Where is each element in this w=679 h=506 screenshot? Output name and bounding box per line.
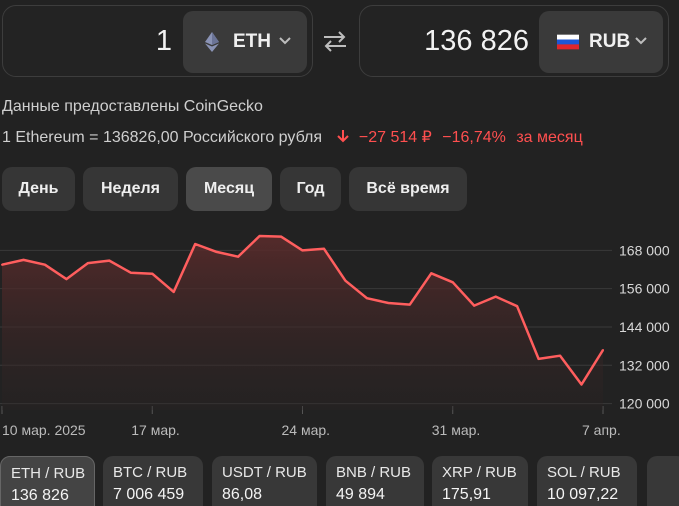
chevron-down-icon — [279, 37, 291, 45]
y-tick-label: 120 000 — [619, 396, 670, 412]
data-point — [344, 279, 347, 282]
ticker-pair: XRP / RUB — [442, 464, 517, 481]
data-point — [1, 263, 3, 266]
ticker-sol-rub[interactable]: SOL / RUB 10 097,22 — [537, 456, 637, 506]
from-amount-box[interactable]: 1 ETH — [2, 5, 313, 77]
price-area — [2, 236, 603, 410]
change-percent: −16,74% — [442, 129, 506, 146]
from-currency-select[interactable]: ETH — [183, 11, 307, 73]
to-amount-box[interactable]: 136 826 RUB — [359, 5, 669, 77]
to-amount-input[interactable]: 136 826 — [424, 25, 529, 57]
data-point — [537, 357, 540, 360]
arrow-down-icon — [337, 130, 350, 143]
x-tick-label: 10 мар. 2025 — [2, 422, 86, 438]
ticker-eth-rub[interactable]: ETH / RUB 136 826 — [0, 456, 95, 506]
y-tick-label: 132 000 — [619, 357, 670, 373]
data-point — [322, 247, 325, 250]
ticker-next-partial[interactable] — [647, 456, 679, 506]
data-point — [258, 234, 261, 237]
ticker-pair: ETH / RUB — [11, 465, 86, 482]
data-point — [430, 272, 433, 275]
from-currency-code: ETH — [233, 31, 271, 52]
ethereum-icon — [201, 31, 223, 53]
data-point — [451, 281, 454, 284]
to-currency-code: RUB — [589, 31, 631, 52]
ticker-pair: SOL / RUB — [547, 464, 621, 481]
ticker-price: 10 097,22 — [547, 486, 619, 503]
x-tick-label: 7 апр. — [582, 422, 621, 438]
tab-day[interactable]: День — [2, 167, 75, 211]
ticker-pair: BNB / RUB — [336, 464, 412, 481]
ticker-price: 7 006 459 — [113, 486, 185, 503]
ticker-bnb-rub[interactable]: BNB / RUB 49 894 — [326, 456, 424, 506]
data-point — [387, 302, 390, 305]
data-point — [237, 255, 240, 258]
ticker-usdt-rub[interactable]: USDT / RUB 86,08 — [212, 456, 317, 506]
russia-flag-icon — [557, 31, 579, 53]
data-point — [559, 354, 562, 357]
ticker-price: 175,91 — [442, 486, 491, 503]
ticker-pair: USDT / RUB — [222, 464, 307, 481]
data-point — [580, 383, 583, 386]
data-point — [280, 235, 283, 238]
data-point — [494, 295, 497, 298]
y-tick-label: 144 000 — [619, 319, 670, 335]
ticker-xrp-rub[interactable]: XRP / RUB 175,91 — [432, 456, 528, 506]
data-point — [22, 258, 25, 261]
tab-all-time[interactable]: Всё время — [349, 167, 467, 211]
data-point — [151, 272, 154, 275]
ticker-pair: BTC / RUB — [113, 464, 188, 481]
tab-week[interactable]: Неделя — [83, 167, 178, 211]
rate-line: 1 Ethereum = 136826,00 Российского рубля… — [2, 127, 583, 147]
change-absolute: −27 514 ₽ — [358, 129, 432, 146]
tab-month-label: Месяц — [203, 180, 255, 197]
data-point — [172, 290, 175, 293]
tab-all-time-label: Всё время — [366, 180, 450, 197]
price-chart[interactable]: 168 000 156 000 144 000 132 000 120 000 10 м… — [0, 228, 679, 443]
data-point — [365, 297, 368, 300]
data-point — [65, 278, 68, 281]
tab-year-label: Год — [296, 180, 325, 197]
data-point — [194, 242, 197, 245]
data-point — [43, 263, 46, 266]
tab-week-label: Неделя — [100, 180, 160, 197]
data-point — [602, 348, 604, 351]
data-point — [408, 303, 411, 306]
y-tick-label: 156 000 — [619, 281, 670, 297]
tab-day-label: День — [18, 180, 59, 197]
data-point — [108, 259, 111, 262]
data-point — [129, 271, 132, 274]
chevron-down-icon — [635, 37, 647, 45]
y-tick-label: 168 000 — [619, 242, 670, 258]
x-tick-label: 31 мар. — [432, 422, 481, 438]
swap-arrows-icon[interactable] — [322, 29, 348, 53]
rate-text: 1 Ethereum = 136826,00 Российского рубля — [2, 129, 323, 146]
change-period: за месяц — [516, 129, 583, 146]
ticker-price: 86,08 — [222, 486, 263, 503]
data-provider-text: Данные предоставлены CoinGecko — [2, 98, 263, 115]
ticker-price: 49 894 — [336, 486, 385, 503]
ticker-btc-rub[interactable]: BTC / RUB 7 006 459 — [103, 456, 203, 506]
data-point — [473, 304, 476, 307]
data-point — [516, 305, 519, 308]
data-point — [215, 250, 218, 253]
to-currency-select[interactable]: RUB — [539, 11, 663, 73]
from-amount-input[interactable]: 1 — [155, 25, 172, 57]
ticker-price: 136 826 — [11, 487, 69, 504]
data-point — [86, 262, 89, 265]
x-tick-label: 24 мар. — [282, 422, 331, 438]
data-point — [301, 249, 304, 252]
tab-month[interactable]: Месяц — [186, 167, 272, 211]
x-tick-label: 17 мар. — [131, 422, 180, 438]
tab-year[interactable]: Год — [280, 167, 341, 211]
